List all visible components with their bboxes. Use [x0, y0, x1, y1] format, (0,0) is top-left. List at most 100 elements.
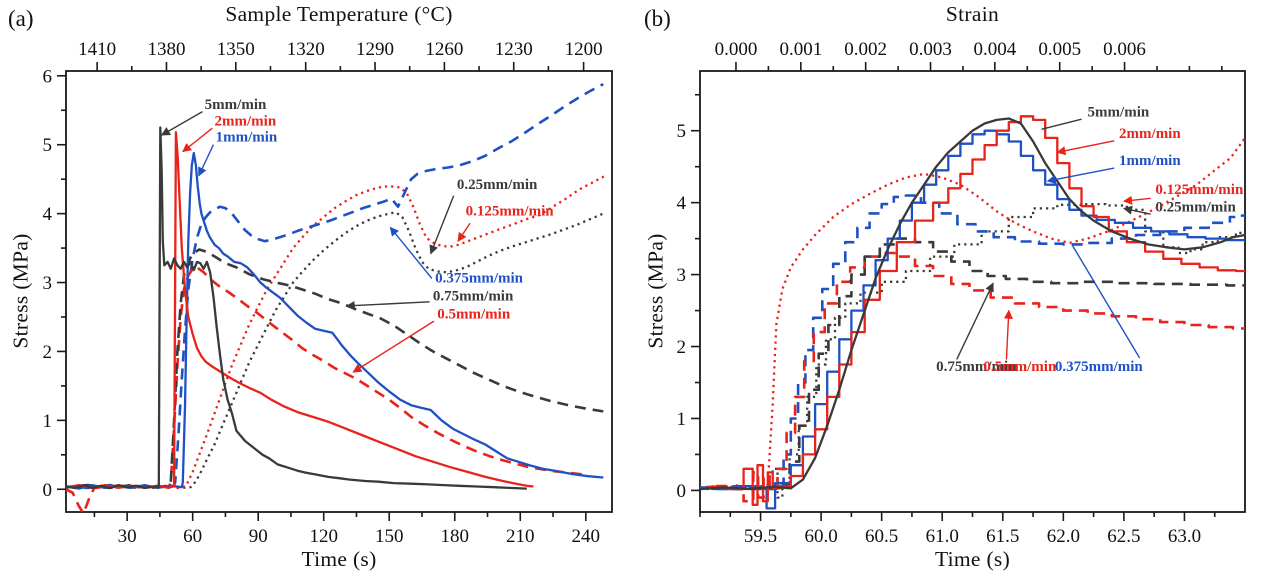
series-a-1mm-min: [65, 151, 604, 490]
annotation-label-a: 0.375mm/min: [435, 271, 524, 287]
annotation-arrow-a: [429, 195, 455, 255]
panel-a-top-axis-title: Sample Temperature (°C): [225, 2, 453, 26]
top-tick-label: 0.006: [1103, 39, 1146, 60]
y-tick-label: 0: [43, 480, 53, 501]
annotation-arrow-a: [345, 301, 430, 311]
annotation-label-a: 0.5mm/min: [437, 306, 511, 322]
x-tick-label: 63.0: [1168, 526, 1201, 547]
y-tick-label: 5: [43, 135, 53, 156]
annotation-arrow-b: [1122, 195, 1151, 205]
annotation-arrow-a: [352, 320, 435, 373]
top-tick-label: 0.005: [1038, 39, 1081, 60]
annotation-label-b: 5mm/min: [1088, 104, 1150, 120]
annotation-arrow-a: [457, 222, 471, 242]
x-tick-label: 240: [572, 526, 601, 547]
top-tick-label: 1350: [217, 39, 255, 60]
series-b-0-5mm-min: [700, 251, 1245, 503]
x-tick-label: 180: [441, 526, 470, 547]
y-tick-label: 3: [43, 273, 53, 294]
annotation-label-b: 0.375mm/min: [1055, 359, 1144, 375]
panel-a-letter: (a): [8, 6, 34, 31]
panel-a-y-axis-title: Stress (MPa): [8, 233, 33, 349]
annotation-arrow-b: [1071, 244, 1141, 359]
x-tick-label: 59.5: [744, 526, 777, 547]
series-b-1mm-min: [700, 129, 1245, 510]
annotation-arrow-b: [1003, 309, 1013, 360]
x-tick-label: 60: [183, 526, 202, 547]
x-tick-label: 61.0: [926, 526, 959, 547]
y-tick-label: 1: [677, 409, 687, 430]
top-tick-label: 1260: [425, 39, 463, 60]
y-tick-label: 0: [677, 481, 687, 502]
x-tick-label: 150: [375, 526, 404, 547]
annotation-arrow-b: [1041, 118, 1082, 130]
top-tick-label: 1380: [147, 39, 185, 60]
annotation-arrow-a: [160, 111, 203, 136]
annotation-arrow-b: [956, 282, 994, 360]
panel-a-x-axis-title: Time (s): [301, 547, 377, 571]
top-tick-label: 1290: [356, 39, 394, 60]
y-tick-label: 2: [677, 337, 687, 358]
panel-b-plot: 59.5 60.0 60.5 61.0 61.5 62.0 62.5 63.0 0.000 0.0…: [677, 39, 1246, 547]
axis-ticks-a: [57, 62, 587, 521]
x-tick-label: 62.0: [1047, 526, 1080, 547]
panel-b-x-axis-title: Time (s): [934, 547, 1011, 571]
annotation-label-b: 2mm/min: [1119, 126, 1181, 142]
x-tick-label: 90: [249, 526, 268, 547]
top-tick-label: 1230: [495, 39, 533, 60]
top-tick-label: 1200: [565, 39, 603, 60]
x-tick-label: 60.0: [804, 526, 837, 547]
series-a-0-125mm-min: [65, 174, 606, 490]
annotation-label-b: 0.5mm/min: [983, 359, 1057, 375]
x-tick-label: 120: [309, 526, 338, 547]
series-b-5mm-min: [699, 117, 1246, 491]
top-tick-label: 1320: [287, 39, 325, 60]
y-tick-label: 6: [43, 66, 53, 87]
top-tick-label: 0.003: [909, 39, 952, 60]
annotation-arrow-b: [1046, 167, 1115, 184]
x-tick-label: 30: [118, 526, 137, 547]
series-b-0-25mm-min: [700, 202, 1245, 499]
annotation-label-a: 0.125mm/min: [466, 204, 555, 220]
plot-frame-a: [65, 70, 613, 513]
annotation-label-a: 0.75mm/min: [433, 288, 514, 304]
y-tick-label: 3: [677, 265, 687, 286]
series-b-2mm-min: [700, 115, 1245, 506]
x-tick-label: 61.5: [986, 526, 1019, 547]
annotation-label-b: 1mm/min: [1119, 153, 1181, 169]
y-tick-label: 1: [43, 411, 53, 432]
annotation-label-b: 0.25mm/min: [1155, 199, 1236, 215]
series-a-0-25mm-min: [65, 211, 604, 490]
annotation-arrow-a: [182, 127, 213, 153]
series-a-5mm-min: [65, 126, 527, 490]
top-tick-label: 0.004: [973, 39, 1016, 60]
annotation-label-b: 0.125mm/min: [1155, 182, 1244, 198]
annotation-label-a: 2mm/min: [215, 113, 277, 129]
panel-b-letter: (b): [644, 6, 671, 31]
panel-b-y-axis-title: Stress (MPa): [643, 233, 668, 349]
annotation-label-b: 0.75mm/min: [936, 359, 1017, 375]
axis-ticks-b: [691, 62, 1223, 521]
annotation-arrow-a: [198, 144, 215, 177]
x-tick-label: 62.5: [1107, 526, 1140, 547]
annotation-label-a: 0.25mm/min: [457, 177, 538, 193]
x-tick-label: 210: [506, 526, 535, 547]
panel-b-top-axis-title: Strain: [945, 2, 1000, 26]
y-tick-label: 4: [43, 204, 53, 225]
y-tick-label: 5: [677, 121, 687, 142]
top-tick-label: 1410: [78, 39, 116, 60]
annotation-label-a: 5mm/min: [205, 97, 267, 113]
top-tick-label: 0.002: [844, 39, 887, 60]
series-b-0-75mm-min: [700, 237, 1245, 491]
annotation-arrow-a: [389, 226, 433, 279]
y-tick-label: 2: [43, 342, 53, 363]
top-tick-label: 0.001: [779, 39, 822, 60]
annotation-arrow-b: [1122, 205, 1151, 215]
y-tick-label: 4: [677, 193, 687, 214]
axis-tick-labels-b: 59.5 60.0 60.5 61.0 61.5 62.0 62.5 63.0 0.000 0.0…: [677, 39, 1244, 547]
x-tick-label: 60.5: [865, 526, 898, 547]
